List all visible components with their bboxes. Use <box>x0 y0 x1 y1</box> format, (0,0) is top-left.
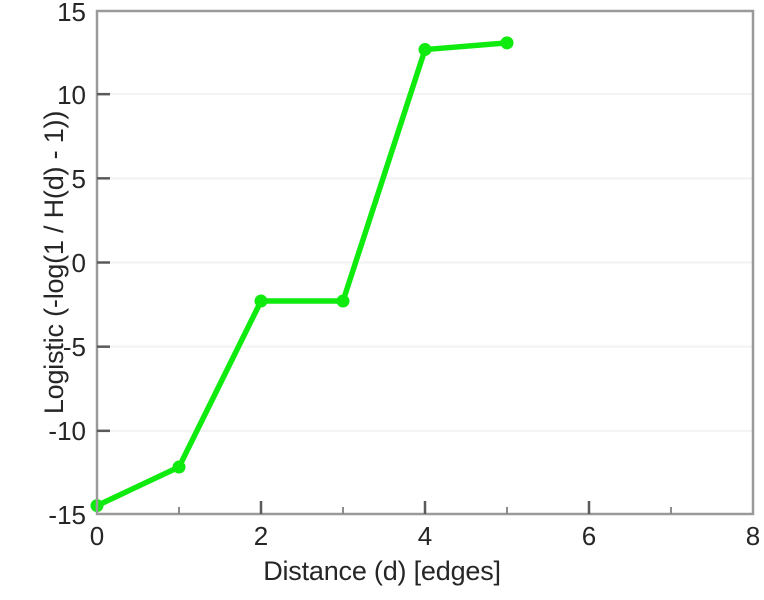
x-tick-label-4: 4 <box>418 521 432 551</box>
data-markers <box>90 36 514 513</box>
y-tick-label-10: 10 <box>57 80 86 110</box>
x-axis-ticks <box>259 501 591 514</box>
x-tick-labels: 0 2 4 6 8 <box>90 521 760 551</box>
y-tick-label-5: 5 <box>72 164 86 194</box>
data-point-d3 <box>336 294 350 308</box>
y-tick-label-15: 15 <box>57 0 86 27</box>
y-tick-labels: 15 10 5 0 -5 -10 -15 <box>48 0 86 530</box>
y-axis-ticks <box>97 92 110 433</box>
y-tick-label--10: -10 <box>48 416 86 446</box>
x-tick-label-8: 8 <box>746 521 760 551</box>
y-axis-title: Logistic (-log(1 / H(d) - 1)) <box>39 110 69 415</box>
data-point-d2 <box>254 294 268 308</box>
data-point-d1 <box>172 460 186 474</box>
data-line-logistic <box>94 40 510 509</box>
data-point-d4 <box>418 43 432 57</box>
y-tick-label--15: -15 <box>48 500 86 530</box>
horizontal-gridlines <box>97 93 753 432</box>
y-tick-label-0: 0 <box>72 248 86 278</box>
x-tick-label-0: 0 <box>90 521 104 551</box>
x-tick-label-6: 6 <box>582 521 596 551</box>
x-axis-minor-ticks <box>178 507 672 514</box>
y-tick-label--5: -5 <box>63 332 86 362</box>
data-point-d5 <box>500 36 514 50</box>
x-axis-title: Distance (d) [edges] <box>263 556 501 586</box>
x-tick-label-2: 2 <box>254 521 268 551</box>
